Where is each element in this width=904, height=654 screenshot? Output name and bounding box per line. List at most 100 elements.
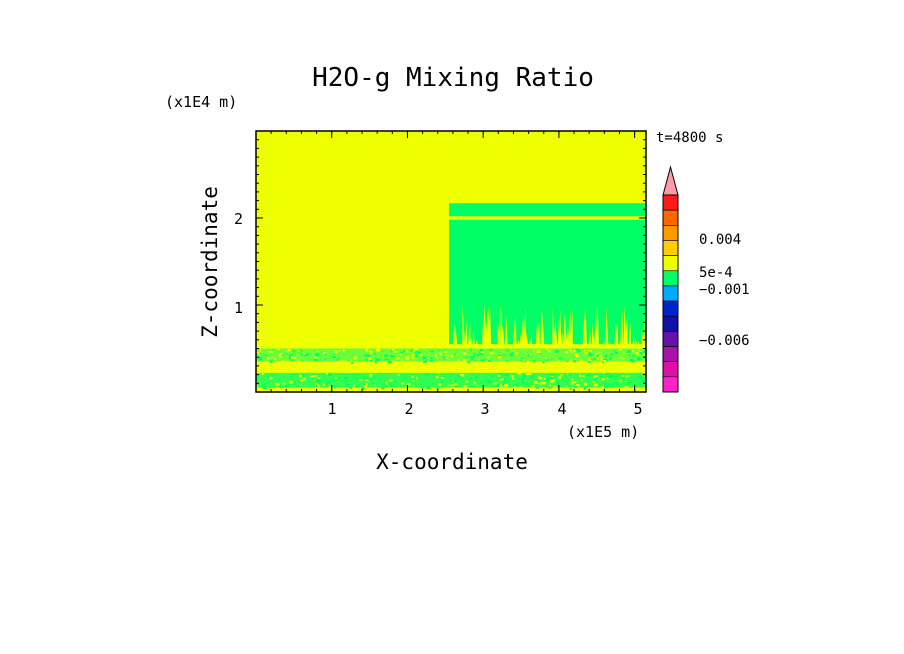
noise-speck (506, 348, 509, 352)
noise-speck (519, 360, 524, 362)
x-tick-label-4: 4 (557, 400, 566, 418)
noise-speck (374, 357, 376, 359)
noise-speck (401, 382, 405, 385)
noise-speck (588, 372, 591, 376)
noise-speck (602, 359, 607, 362)
noise-speck (625, 375, 627, 378)
noise-speck (426, 360, 431, 363)
noise-speck (291, 359, 294, 361)
noise-speck (600, 358, 604, 361)
colorbar-segment (662, 225, 679, 241)
noise-speck (353, 356, 357, 360)
noise-speck (349, 386, 353, 389)
plume-streak (553, 320, 557, 349)
noise-speck (269, 376, 273, 380)
noise-speck (414, 348, 418, 350)
noise-speck (308, 353, 310, 356)
noise-speck (612, 358, 616, 360)
noise-speck (569, 349, 573, 352)
noise-speck (613, 349, 616, 353)
noise-speck (269, 351, 274, 353)
noise-speck (637, 376, 642, 379)
noise-speck (628, 381, 632, 384)
noise-speck (322, 383, 325, 387)
noise-speck (298, 351, 300, 353)
noise-speck (610, 356, 612, 360)
colorbar-label-0: 0.004 (699, 232, 741, 248)
noise-speck (256, 351, 260, 354)
plume-streak (600, 342, 604, 349)
noise-speck (529, 354, 532, 356)
noise-speck (286, 360, 290, 364)
noise-speck (437, 350, 439, 352)
noise-speck (510, 353, 513, 357)
noise-speck (406, 383, 410, 386)
colorbar-segment (662, 240, 679, 256)
noise-speck (543, 378, 546, 380)
noise-speck (403, 349, 406, 353)
noise-speck (300, 383, 302, 386)
noise-speck (413, 349, 417, 352)
noise-speck (314, 357, 318, 359)
noise-speck (515, 352, 518, 355)
noise-speck (400, 351, 404, 354)
noise-speck (425, 373, 429, 376)
noise-speck (588, 358, 592, 362)
noise-speck (452, 379, 456, 383)
noise-speck (434, 354, 437, 358)
noise-speck (588, 354, 593, 356)
noise-speck (450, 379, 454, 382)
noise-speck (273, 357, 277, 361)
noise-speck (556, 382, 558, 386)
noise-speck (405, 357, 410, 360)
noise-speck (606, 377, 609, 380)
noise-speck (498, 355, 500, 357)
noise-speck (318, 384, 320, 388)
noise-speck (368, 350, 373, 354)
noise-speck (292, 350, 295, 353)
noise-speck (590, 349, 592, 352)
noise-speck (534, 381, 536, 384)
noise-speck (497, 375, 501, 377)
noise-speck (400, 353, 402, 356)
noise-speck (256, 385, 258, 389)
noise-speck (504, 373, 509, 375)
plume-streak (591, 323, 595, 349)
noise-speck (608, 374, 613, 378)
noise-speck (344, 360, 346, 363)
noise-speck (548, 387, 552, 389)
noise-speck (324, 357, 327, 360)
noise-speck (317, 377, 321, 380)
noise-speck (528, 373, 533, 376)
noise-speck (603, 385, 608, 389)
colorbar-segment (662, 300, 679, 317)
noise-speck (346, 383, 350, 386)
noise-speck (500, 383, 502, 386)
noise-speck (279, 385, 283, 389)
noise-speck (545, 357, 547, 361)
noise-speck (499, 373, 504, 376)
noise-speck (558, 360, 560, 363)
noise-speck (571, 386, 574, 390)
noise-speck (595, 352, 598, 356)
plume-streak (628, 322, 632, 349)
noise-speck (417, 351, 422, 355)
noise-speck (471, 358, 474, 361)
noise-speck (263, 354, 268, 357)
plume-streak (587, 332, 591, 349)
noise-speck (579, 359, 582, 363)
noise-speck (285, 385, 290, 388)
noise-speck (579, 374, 581, 378)
noise-speck (274, 387, 279, 390)
noise-speck (571, 348, 575, 350)
noise-speck (411, 378, 413, 381)
noise-speck (333, 386, 336, 389)
plume-streak (569, 310, 573, 349)
noise-speck (480, 359, 484, 362)
noise-speck (324, 353, 327, 355)
noise-speck (489, 349, 492, 351)
noise-speck (474, 360, 477, 362)
noise-speck (603, 382, 607, 385)
noise-speck (530, 375, 534, 379)
noise-speck (641, 379, 645, 383)
